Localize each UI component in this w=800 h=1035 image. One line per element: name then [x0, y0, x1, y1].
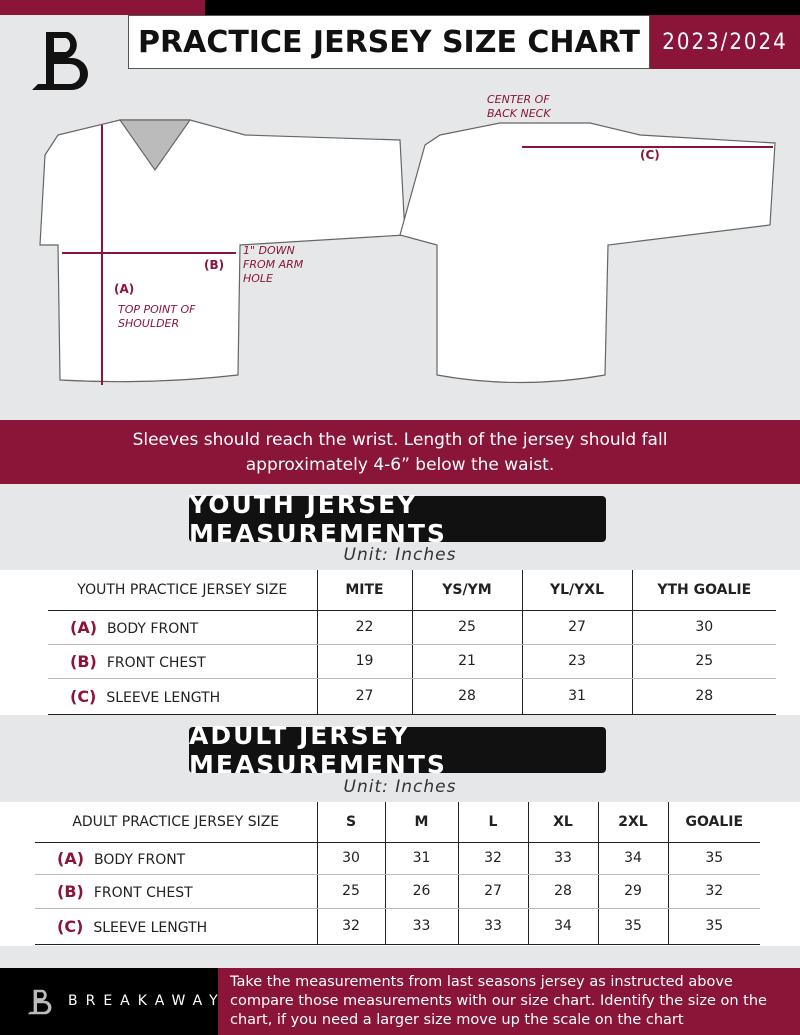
season-label: 2023/2024	[650, 15, 800, 69]
col-header: MITE	[316, 570, 412, 611]
banner-line-1: Sleeves should reach the wrist. Length o…	[132, 430, 668, 450]
col-header: YTH GOALIE	[631, 570, 776, 611]
cell: 27	[316, 678, 412, 715]
col-header: YOUTH PRACTICE JERSEY SIZE	[48, 570, 317, 611]
cell: 30	[631, 610, 776, 645]
cell: 35	[667, 842, 760, 875]
note-a: TOP POINT OF SHOULDER	[118, 303, 196, 330]
cell: 35	[597, 908, 668, 945]
row-label: SLEEVE LENGTH	[106, 689, 221, 706]
col-header: S	[316, 802, 385, 843]
footer-brand-name: BREAKAWAY	[68, 993, 226, 1009]
cell: 25	[411, 610, 522, 645]
cell: 34	[527, 908, 598, 945]
col-header: XL	[527, 802, 598, 843]
table-header-row: YOUTH PRACTICE JERSEY SIZE MITE YS/YM YL…	[48, 570, 776, 611]
row-label: BODY FRONT	[107, 620, 199, 637]
cell: 31	[384, 842, 458, 875]
cell: 27	[521, 610, 632, 645]
cell: 30	[316, 842, 385, 875]
cell: 29	[597, 874, 668, 909]
cell: 32	[667, 874, 760, 909]
table-row: (C) SLEEVE LENGTH 27 28 31 28	[48, 678, 776, 715]
table-row: (C) SLEEVE LENGTH 32 33 33 34 35 35	[35, 908, 760, 945]
youth-unit: Unit: Inches	[343, 545, 457, 565]
footer-logo-icon	[27, 989, 52, 1015]
col-header: GOALIE	[667, 802, 760, 843]
row-label: FRONT CHEST	[106, 654, 206, 671]
cell: 28	[411, 678, 522, 715]
cell: 22	[316, 610, 412, 645]
adult-unit: Unit: Inches	[343, 777, 457, 797]
table-row: (A) BODY FRONT 30 31 32 33 34 35	[35, 842, 760, 875]
cell: 31	[521, 678, 632, 715]
col-header: M	[384, 802, 458, 843]
row-label: FRONT CHEST	[93, 884, 193, 901]
label-a: (A)	[114, 282, 135, 296]
cell: 33	[457, 908, 528, 945]
note-c: CENTER OF BACK NECK	[487, 93, 551, 120]
adult-section-title: ADULT JERSEY MEASUREMENTS	[189, 721, 606, 779]
col-header: YS/YM	[411, 570, 522, 611]
cell: 35	[667, 908, 760, 945]
front-jersey	[39, 119, 406, 383]
col-header: YL/YXL	[521, 570, 632, 611]
footer-instructions: Take the measurements from last seasons …	[218, 968, 800, 1035]
adult-table: ADULT PRACTICE JERSEY SIZE S M L XL 2XL …	[35, 802, 760, 945]
jersey-diagram	[39, 119, 776, 385]
cell: 25	[631, 644, 776, 679]
row-key: (A)	[57, 848, 85, 868]
col-header: 2XL	[597, 802, 668, 843]
top-accent-bar	[0, 0, 205, 15]
cell: 33	[384, 908, 458, 945]
cell: 27	[457, 874, 528, 909]
cell: 32	[457, 842, 528, 875]
row-key: (A)	[70, 617, 98, 637]
label-b: (B)	[204, 258, 225, 272]
cell: 28	[527, 874, 598, 909]
youth-table: YOUTH PRACTICE JERSEY SIZE MITE YS/YM YL…	[48, 570, 776, 715]
cell: 32	[316, 908, 385, 945]
page-title: PRACTICE JERSEY SIZE CHART	[128, 15, 650, 69]
row-key: (B)	[70, 651, 97, 671]
brand-logo	[28, 28, 94, 94]
cell: 21	[411, 644, 522, 679]
cell: 23	[521, 644, 632, 679]
cell: 26	[384, 874, 458, 909]
cell: 33	[527, 842, 598, 875]
top-black-bar	[205, 0, 800, 15]
label-c: (C)	[640, 148, 660, 162]
table-row: (B) FRONT CHEST 25 26 27 28 29 32	[35, 874, 760, 909]
table-row: (B) FRONT CHEST 19 21 23 25	[48, 644, 776, 679]
row-label: SLEEVE LENGTH	[93, 919, 208, 936]
row-key: (C)	[70, 686, 97, 706]
row-key: (B)	[57, 881, 84, 901]
note-b: 1" DOWN FROM ARM HOLE	[243, 244, 304, 285]
row-key: (C)	[57, 916, 84, 936]
instruction-banner: Sleeves should reach the wrist. Length o…	[0, 420, 800, 484]
banner-line-2: approximately 4-6” below the waist.	[245, 455, 555, 475]
cell: 34	[597, 842, 668, 875]
cell: 25	[316, 874, 385, 909]
back-jersey	[399, 122, 776, 384]
table-row: (A) BODY FRONT 22 25 27 30	[48, 610, 776, 645]
col-header: ADULT PRACTICE JERSEY SIZE	[35, 802, 317, 843]
cell: 28	[631, 678, 776, 715]
youth-section-title: YOUTH JERSEY MEASUREMENTS	[189, 490, 606, 548]
row-label: BODY FRONT	[94, 851, 186, 868]
cell: 19	[316, 644, 412, 679]
footer-brand: BREAKAWAY	[0, 968, 218, 1035]
table-header-row: ADULT PRACTICE JERSEY SIZE S M L XL 2XL …	[35, 802, 760, 843]
col-header: L	[457, 802, 528, 843]
